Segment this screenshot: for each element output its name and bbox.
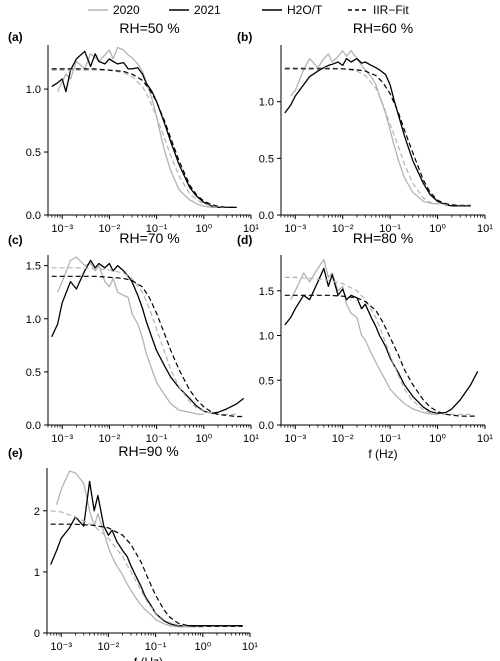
series-2021 bbox=[50, 480, 243, 627]
x-tick-label: 10⁻² bbox=[99, 223, 121, 235]
x-tick-label: 10⁻¹ bbox=[146, 433, 168, 445]
x-tick-label: 10⁰ bbox=[195, 433, 212, 445]
panel-label: (a) bbox=[8, 30, 23, 44]
x-tick-label: 10⁻³ bbox=[50, 641, 72, 653]
x-tick-label: 10¹ bbox=[242, 641, 258, 653]
x-tick-label: 10⁻¹ bbox=[379, 223, 401, 235]
x-tick-label: 10⁻² bbox=[332, 433, 354, 445]
panel-title: RH=80 % bbox=[353, 230, 413, 246]
y-tick-label: 1.0 bbox=[26, 314, 41, 326]
panel-label: (b) bbox=[237, 30, 252, 44]
legend-label: H2O/T bbox=[287, 3, 323, 17]
y-tick-label: 0.0 bbox=[259, 420, 274, 432]
panel-d: (d) RH=80 % 0.0 0.5 1.0 1.5 10⁻³ 10⁻² 10⁻¹ 10⁰ 10¹… bbox=[237, 230, 493, 461]
y-tick-label: 1.0 bbox=[259, 331, 274, 343]
fit-2021 bbox=[284, 294, 478, 417]
series-2021 bbox=[51, 50, 237, 209]
panel-c: (c) RH=70 % 0.0 0.5 1.0 1.5 10⁻³ 10⁻² 10⁻¹ 10⁰ 10¹ bbox=[8, 230, 259, 445]
series-2020 bbox=[290, 50, 438, 205]
x-tick-label: 10⁻¹ bbox=[379, 433, 401, 445]
x-tick-label: 10⁻³ bbox=[51, 433, 73, 445]
series-2020 bbox=[57, 256, 204, 416]
panel-e: (e) RH=90 % 0 1 2 10⁻³ 10⁻² 10⁻¹ 10⁰ 10¹ f (Hz) bbox=[8, 443, 258, 661]
x-tick-label: 10⁻¹ bbox=[145, 641, 167, 653]
x-tick-label: 10⁻³ bbox=[284, 433, 306, 445]
x-tick-label: 10⁰ bbox=[429, 433, 446, 445]
panel-title: RH=70 % bbox=[119, 230, 179, 246]
panel-label: (e) bbox=[8, 446, 23, 460]
y-tick-label: 0.5 bbox=[259, 153, 274, 165]
x-tick-label: 10⁻² bbox=[99, 433, 121, 445]
x-tick-label: 10⁻³ bbox=[51, 223, 73, 235]
series-2021 bbox=[284, 57, 471, 207]
y-tick-label: 1.5 bbox=[259, 286, 274, 298]
y-tick-label: 1 bbox=[34, 567, 40, 579]
y-tick-label: 1.0 bbox=[26, 84, 41, 96]
series-2020 bbox=[290, 258, 438, 415]
panel-b: (b) RH=60 % 0.0 0.5 1.0 10⁻³ 10⁻² 10⁻¹ 10⁰ 10¹ bbox=[237, 20, 493, 235]
legend-label: 2021 bbox=[194, 3, 221, 17]
y-tick-label: 1.5 bbox=[26, 261, 41, 273]
panel-label: (d) bbox=[237, 233, 252, 247]
fit-2020 bbox=[284, 67, 471, 206]
y-tick-label: 0.0 bbox=[259, 210, 274, 222]
legend-item: H2O/T bbox=[262, 3, 323, 17]
x-axis-label: f (Hz) bbox=[368, 447, 397, 461]
panel-title: RH=60 % bbox=[353, 20, 413, 36]
y-tick-label: 0.5 bbox=[259, 375, 274, 387]
panel-label: (c) bbox=[8, 233, 23, 247]
legend-item: IIR−Fit bbox=[348, 3, 409, 17]
fit-2020 bbox=[284, 276, 471, 415]
series-2021 bbox=[51, 259, 245, 414]
y-tick-label: 2 bbox=[34, 506, 40, 518]
x-tick-label: 10⁰ bbox=[195, 223, 212, 235]
fit-2020 bbox=[51, 267, 237, 415]
panel-title: RH=50 % bbox=[119, 20, 179, 36]
x-tick-label: 10⁻² bbox=[332, 223, 354, 235]
panel-a: (a) RH=50 % 0.0 0.5 1.0 10⁻³ 10⁻² 10⁻¹ 10⁰ 10¹ bbox=[8, 20, 259, 235]
x-tick-label: 10¹ bbox=[477, 433, 493, 445]
legend-item: 2021 bbox=[169, 3, 221, 17]
y-tick-label: 0.5 bbox=[26, 367, 41, 379]
legend: 2020 2021 H2O/T IIR−Fit bbox=[88, 3, 409, 17]
x-tick-label: 10⁰ bbox=[194, 641, 211, 653]
series-2020 bbox=[55, 470, 203, 628]
fit-2021 bbox=[50, 523, 243, 627]
x-tick-label: 10⁰ bbox=[429, 223, 446, 235]
legend-item: 2020 bbox=[88, 3, 140, 17]
panels: (a)RH=50 %0.00.51.010⁻³ 10⁻² 10⁻¹ 10⁰ 10¹(b)… bbox=[8, 20, 493, 661]
y-tick-label: 0.0 bbox=[26, 420, 41, 432]
legend-label: IIR−Fit bbox=[373, 3, 409, 17]
series-2020 bbox=[57, 46, 237, 209]
x-axis-label: f (Hz) bbox=[134, 655, 163, 661]
y-tick-label: 0 bbox=[34, 628, 40, 640]
x-tick-label: 10¹ bbox=[477, 223, 493, 235]
x-tick-label: 10⁻² bbox=[98, 641, 120, 653]
legend-label: 2020 bbox=[113, 3, 140, 17]
fit-2020 bbox=[51, 69, 237, 208]
y-tick-label: 0.0 bbox=[26, 210, 41, 222]
series-2021 bbox=[284, 267, 479, 415]
x-tick-label: 10⁻¹ bbox=[146, 223, 168, 235]
fit-2021 bbox=[51, 275, 244, 418]
x-tick-label: 10⁻³ bbox=[284, 223, 306, 235]
fit-2021 bbox=[284, 68, 471, 207]
x-tick-label: 10¹ bbox=[243, 433, 259, 445]
y-tick-label: 0.5 bbox=[26, 147, 41, 159]
panel-title: RH=90 % bbox=[118, 443, 178, 459]
fit-2021 bbox=[51, 68, 237, 208]
x-tick-label: 10¹ bbox=[243, 223, 259, 235]
y-tick-label: 1.0 bbox=[259, 97, 274, 109]
